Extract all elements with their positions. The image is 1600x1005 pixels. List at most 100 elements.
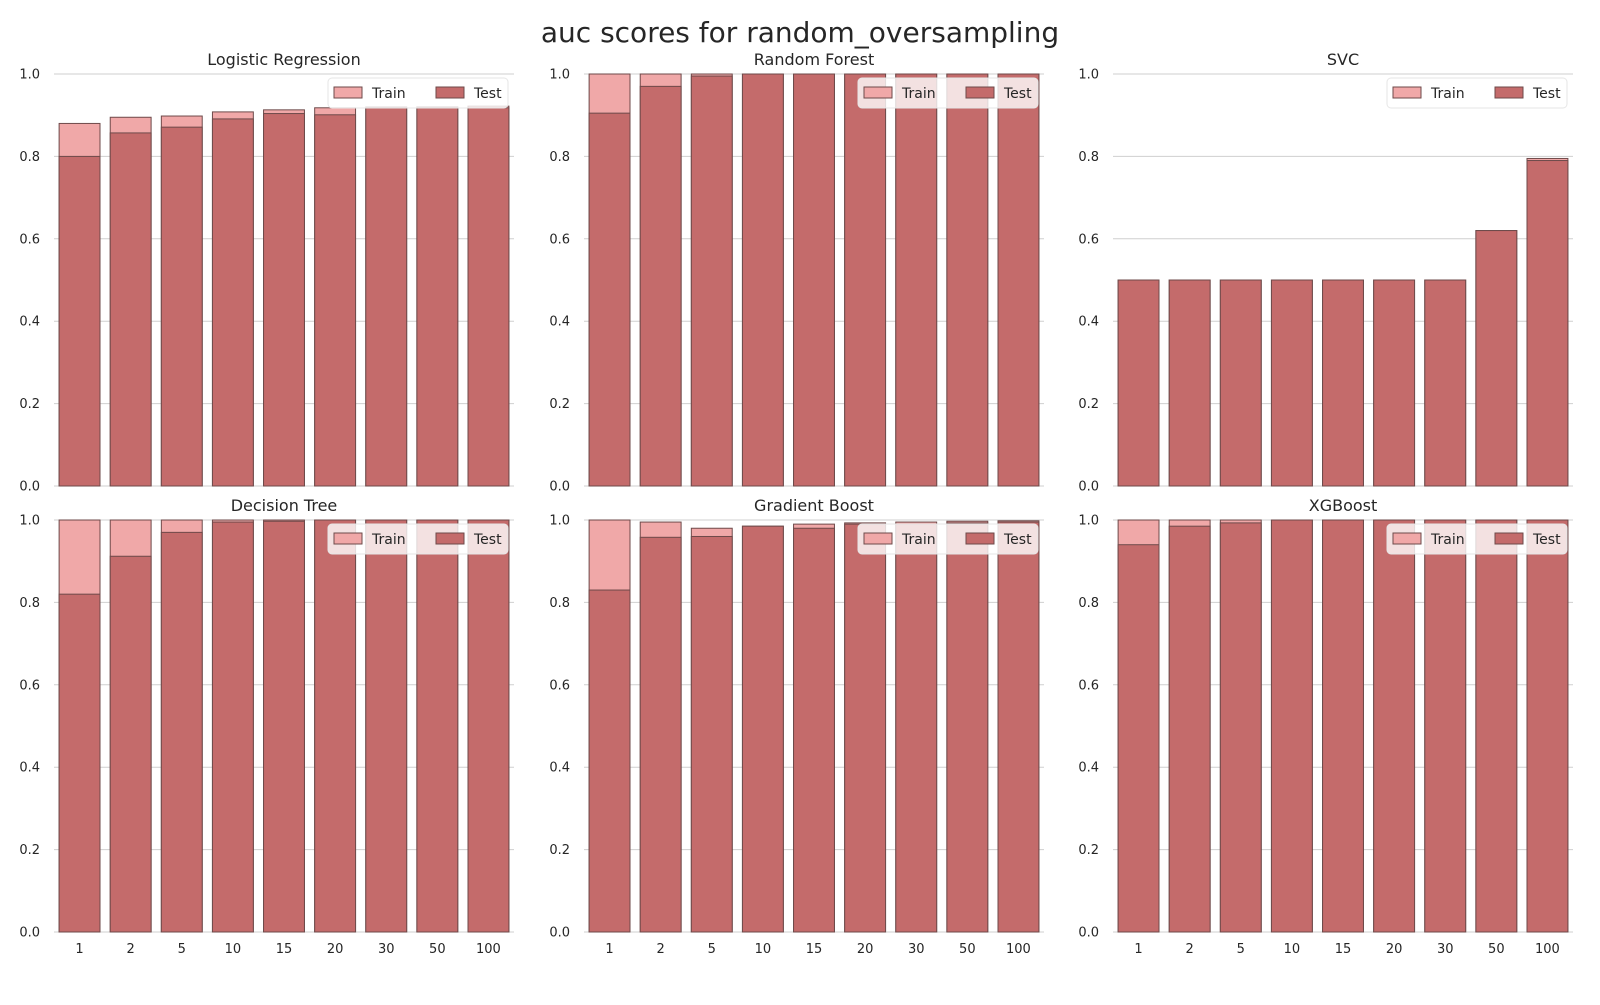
y-tick-label: 0.8 (19, 150, 40, 165)
bar-test (1219, 522, 1262, 933)
x-tick-label: 2 (657, 942, 665, 957)
bar-test (741, 73, 784, 487)
bar-test (997, 73, 1040, 487)
bar-test (160, 531, 203, 933)
legend-frame (1386, 523, 1568, 555)
bar-test (109, 555, 152, 933)
legend-swatch-train (1392, 532, 1422, 545)
bar-test (946, 522, 989, 933)
x-tick-label: 10 (1284, 942, 1301, 957)
bar-test (314, 519, 357, 933)
bar-test (946, 73, 989, 487)
bar-test (844, 73, 887, 487)
legend-frame (857, 77, 1039, 109)
x-tick-label: 50 (429, 942, 446, 957)
bar-test (211, 118, 254, 487)
legend-swatch-test (1494, 532, 1524, 545)
bar-test (639, 536, 682, 933)
bar-test (588, 112, 631, 487)
y-tick-label: 0.0 (19, 480, 40, 495)
y-tick-label: 0.8 (549, 596, 570, 611)
y-tick-label: 1.0 (549, 68, 570, 83)
y-tick-label: 0.8 (1078, 150, 1099, 165)
x-tick-label: 20 (857, 942, 874, 957)
y-tick-label: 0.6 (19, 678, 40, 693)
y-tick-label: 0.8 (1078, 596, 1099, 611)
bar-test (109, 132, 152, 487)
bar-test (58, 155, 101, 487)
y-tick-label: 0.2 (549, 397, 570, 412)
subplot-title: Random Forest (754, 50, 874, 69)
y-tick-label: 0.2 (549, 843, 570, 858)
legend-swatch-test (1494, 86, 1524, 99)
bar-test (1526, 160, 1569, 487)
y-tick-label: 0.6 (1078, 678, 1099, 693)
bar-test (1475, 519, 1518, 933)
x-tick-label: 100 (476, 942, 501, 957)
legend-swatch-train (863, 532, 893, 545)
y-tick-label: 0.6 (19, 232, 40, 247)
y-tick-label: 0.2 (1078, 397, 1099, 412)
y-tick-label: 1.0 (19, 514, 40, 529)
subplot-title: Gradient Boost (754, 496, 874, 515)
legend-frame (857, 523, 1039, 555)
bar-test (416, 106, 459, 487)
x-tick-label: 20 (1386, 942, 1403, 957)
legend-label-train: Train (371, 532, 406, 548)
y-tick-label: 1.0 (549, 514, 570, 529)
x-tick-label: 10 (225, 942, 242, 957)
legend-swatch-train (863, 86, 893, 99)
y-tick-label: 0.4 (1078, 315, 1099, 330)
subplot-gradient-boost: Gradient Boost 0.0 0.2 0.4 0.6 0.8 1.0 1 2 5 10 15 2… (549, 496, 1044, 957)
x-tick-label: 5 (1237, 942, 1245, 957)
x-tick-label: 15 (806, 942, 823, 957)
legend-label-test: Test (473, 86, 502, 102)
bar-test (1475, 230, 1518, 487)
legend-swatch-test (965, 86, 995, 99)
legend-swatch-train (333, 86, 363, 99)
bar-test (1424, 279, 1467, 487)
bar-test (1219, 279, 1262, 487)
x-tick-label: 30 (1437, 942, 1454, 957)
x-tick-label: 15 (1335, 942, 1352, 957)
figure-title: auc scores for random_oversampling (541, 16, 1059, 49)
x-tick-label: 50 (1488, 942, 1505, 957)
legend: Train Test (857, 77, 1039, 109)
x-tick-label: 2 (1186, 942, 1194, 957)
legend-label-test: Test (1532, 86, 1561, 102)
subplot-svc: SVC 0.0 0.2 0.4 0.6 0.8 1.0 Train Test (1078, 50, 1573, 495)
legend: Train Test (1386, 77, 1568, 109)
bar-test (1117, 544, 1160, 933)
bar-test (793, 527, 835, 933)
subplot-grid: Logistic Regression 0.0 0.2 0.4 0.6 0.8 1.0 Tra… (19, 50, 1573, 957)
bar-test (895, 73, 938, 487)
x-tick-label: 30 (378, 942, 395, 957)
y-tick-label: 0.6 (1078, 232, 1099, 247)
legend-label-test: Test (1003, 86, 1032, 102)
legend-frame (327, 523, 509, 555)
bar-test (1168, 525, 1211, 933)
bar-test (314, 114, 357, 487)
bar-test (416, 519, 459, 933)
x-tick-label: 1 (1134, 942, 1142, 957)
bar-test (365, 107, 408, 487)
y-tick-label: 0.6 (549, 232, 570, 247)
x-tick-label: 100 (1006, 942, 1031, 957)
y-tick-label: 0.4 (19, 761, 40, 776)
y-tick-label: 0.0 (1078, 926, 1099, 941)
legend-label-test: Test (1532, 532, 1561, 548)
bar-test (263, 520, 305, 933)
bar-test (793, 73, 835, 487)
bar-test (1322, 519, 1364, 933)
subplot-random-forest: Random Forest 0.0 0.2 0.4 0.6 0.8 1.0 Train Test (549, 50, 1044, 495)
x-tick-label: 30 (908, 942, 925, 957)
legend-label-train: Train (1430, 532, 1465, 548)
subplot-title: Logistic Regression (207, 50, 360, 69)
bar-test (741, 525, 784, 933)
subplot-xgboost: XGBoost 0.0 0.2 0.4 0.6 0.8 1.0 1 2 5 10 15 20 30 50 10… (1078, 496, 1573, 957)
y-tick-label: 0.0 (19, 926, 40, 941)
legend-label-test: Test (1003, 532, 1032, 548)
legend: Train Test (1386, 523, 1568, 555)
